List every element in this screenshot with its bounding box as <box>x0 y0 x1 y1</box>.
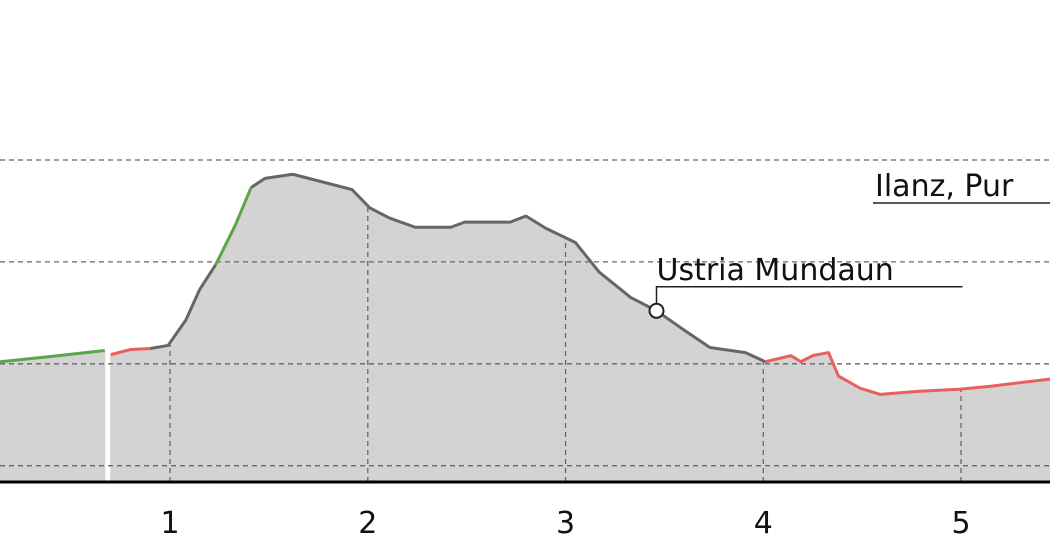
elevation-line <box>764 351 1050 396</box>
elevation-fill <box>110 347 151 483</box>
elevation-fill <box>250 173 766 483</box>
x-tick-label: 3 <box>556 506 575 541</box>
elevation-fill <box>149 263 217 483</box>
x-tick-label: 5 <box>951 506 970 541</box>
elevation-line <box>214 186 253 266</box>
elevation-fill <box>0 349 106 483</box>
elevation-fill <box>764 352 1050 483</box>
x-tick-label: 2 <box>358 506 377 541</box>
elevation-line <box>250 172 766 364</box>
waypoint-label: Ilanz, Pur <box>875 169 1014 204</box>
elevation-line <box>150 264 217 350</box>
waypoint-label: Ustria Mundaun <box>656 253 893 288</box>
elevation-line <box>0 349 105 364</box>
x-tick-label: 1 <box>161 506 180 541</box>
waypoint-marker <box>648 302 665 319</box>
elevation-line <box>110 347 151 357</box>
leader-line <box>655 286 963 311</box>
x-tick-label: 4 <box>754 506 773 541</box>
